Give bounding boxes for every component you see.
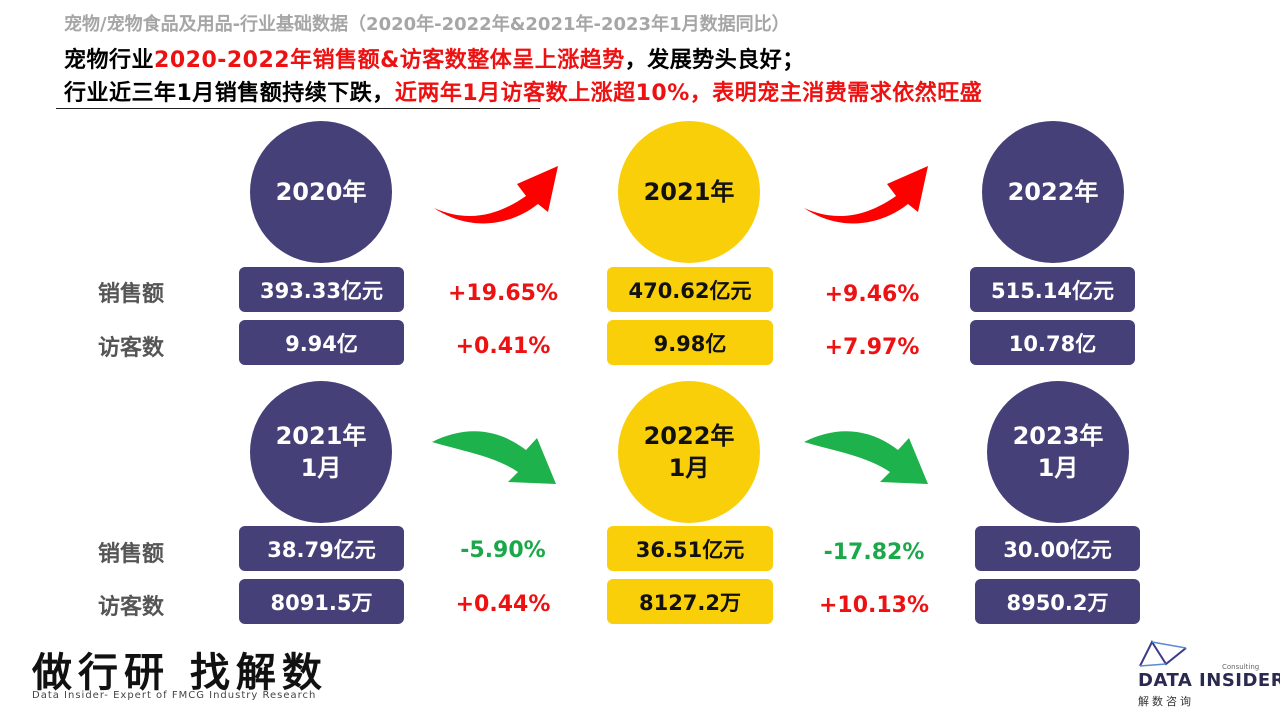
year-circle-label: 2022年 — [1007, 178, 1099, 206]
up-arrow-icon — [804, 166, 928, 224]
circle-month-label: 1月 — [300, 454, 342, 482]
logo-mark-icon — [1139, 639, 1187, 667]
logo-consulting: Consulting — [1222, 663, 1260, 671]
sales-value-box: 36.51亿元 — [607, 526, 773, 571]
headline-2a: 行业近三年1月销售额持续下跌， — [64, 81, 395, 106]
visitors-change: +0.44% — [455, 592, 551, 617]
headline-1b: 2020-2022年销售额&访客数整体呈上涨趋势 — [154, 48, 625, 73]
up-arrow-icon — [434, 166, 558, 224]
jan-circle-2023: 2023年 1月 — [987, 381, 1129, 523]
circle-month-label: 1月 — [668, 454, 710, 482]
down-arrow-icon — [432, 431, 556, 484]
circle-year-label: 2022年 — [643, 422, 735, 450]
visitors-value-box: 8950.2万 — [975, 579, 1140, 624]
year-circle-2022: 2022年 — [982, 121, 1124, 263]
headline-1a: 宠物行业 — [64, 48, 155, 73]
sales-change: -5.90% — [460, 538, 546, 563]
jan-circle-2021: 2021年 1月 — [250, 381, 392, 523]
footer-slogan-en: Data Insider- Expert of FMCG Industry Re… — [32, 690, 317, 701]
visitors-value-box: 8091.5万 — [239, 579, 404, 624]
headline-line-1: 宠物行业2020-2022年销售额&访客数整体呈上涨趋势，发展势头良好； — [64, 42, 805, 74]
visitors-change: +0.41% — [455, 334, 551, 359]
sales-value-box: 515.14亿元 — [970, 267, 1135, 312]
row-label-visitors: 访客数 — [98, 336, 165, 361]
sales-value-box: 38.79亿元 — [239, 526, 404, 571]
sales-change: -17.82% — [823, 540, 925, 565]
visitors-value-box: 10.78亿 — [970, 320, 1135, 365]
sales-change: +9.46% — [824, 282, 920, 307]
row-label-sales: 销售额 — [98, 542, 165, 567]
jan-circle-2022: 2022年 1月 — [618, 381, 760, 523]
circle-year-label: 2023年 — [1012, 422, 1104, 450]
visitors-value-box: 9.98亿 — [607, 320, 773, 365]
page-subtitle: 宠物/宠物食品及用品-行业基础数据（2020年-2022年&2021年-2023… — [64, 14, 790, 35]
row-label-visitors: 访客数 — [98, 595, 165, 620]
circle-month-label: 1月 — [1037, 454, 1079, 482]
circle-year-label: 2021年 — [275, 422, 367, 450]
headline-2b: 近两年1月访客数上涨超10%，表明宠主消费需求依然旺盛 — [394, 81, 983, 106]
sales-value-box: 470.62亿元 — [607, 267, 773, 312]
row-label-sales: 销售额 — [98, 282, 165, 307]
sales-value-box: 393.33亿元 — [239, 267, 404, 312]
year-circle-2020: 2020年 — [250, 121, 392, 263]
headline-line-2: 行业近三年1月销售额持续下跌，近两年1月访客数上涨超10%，表明宠主消费需求依然… — [64, 75, 982, 107]
sales-change: +19.65% — [447, 281, 559, 306]
logo-cn: 解数咨询 — [1138, 695, 1194, 708]
footer-slogan: 做行研 找解数 — [32, 649, 328, 696]
year-circle-label: 2020年 — [275, 178, 367, 206]
headline-underline — [56, 108, 540, 109]
visitors-change: +10.13% — [818, 593, 930, 618]
visitors-change: +7.97% — [824, 335, 920, 360]
year-circle-label: 2021年 — [643, 178, 735, 206]
year-circle-2021: 2021年 — [618, 121, 760, 263]
down-arrow-icon — [804, 431, 928, 484]
logo-text: DATA INSIDER — [1138, 670, 1280, 691]
sales-value-box: 30.00亿元 — [975, 526, 1140, 571]
visitors-value-box: 8127.2万 — [607, 579, 773, 624]
headline-1c: ，发展势头良好； — [624, 48, 805, 73]
visitors-value-box: 9.94亿 — [239, 320, 404, 365]
